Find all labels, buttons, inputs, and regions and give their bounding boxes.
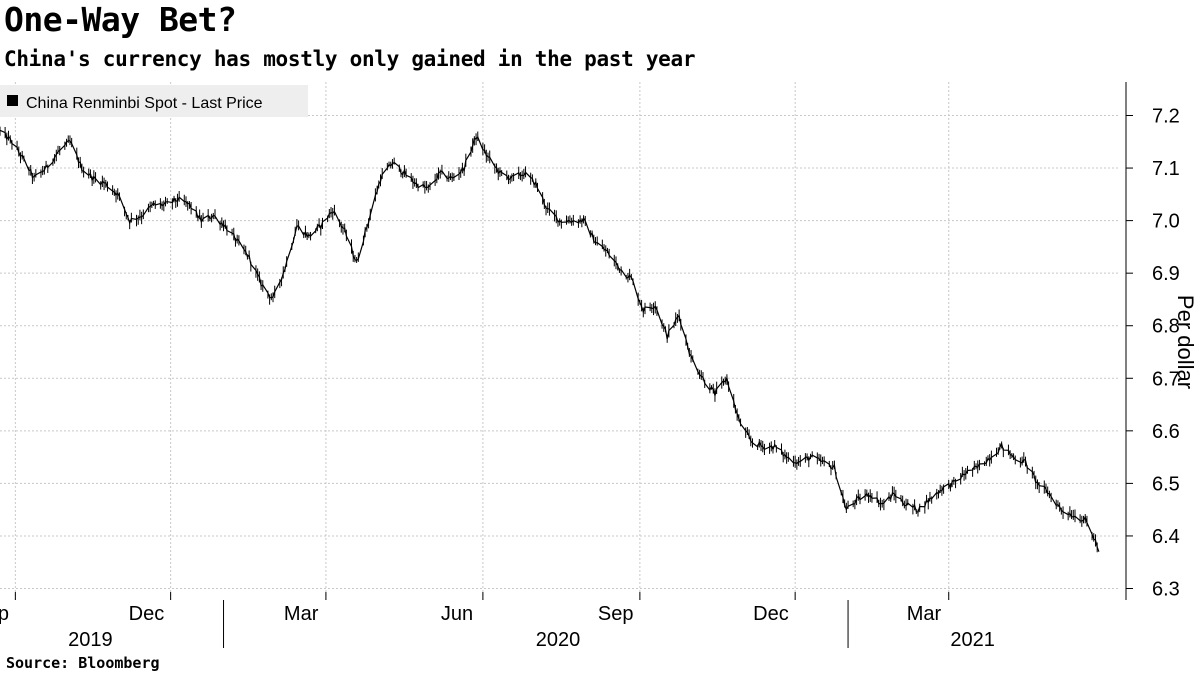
y-tick-label: 7.0 xyxy=(1152,211,1180,233)
legend-background xyxy=(0,85,308,117)
y-tick-label: 6.3 xyxy=(1152,579,1180,601)
y-axis-label: Per dollar xyxy=(1173,295,1198,389)
chart-source: Source: Bloomberg xyxy=(6,654,160,672)
chart-subtitle: China's currency has mostly only gained … xyxy=(4,47,696,71)
x-tick-label: Mar xyxy=(907,603,942,625)
year-label: 2020 xyxy=(536,629,581,651)
y-tick-label: 6.4 xyxy=(1152,526,1180,548)
x-tick-label: Mar xyxy=(284,603,319,625)
y-tick-label: 6.8 xyxy=(1152,316,1180,338)
x-tick-label: Dec xyxy=(753,603,789,625)
y-tick-label: 7.2 xyxy=(1152,106,1180,128)
year-label: 2021 xyxy=(950,629,995,651)
x-tick-label: Sep xyxy=(0,603,9,625)
legend-label: China Renminbi Spot - Last Price xyxy=(26,95,263,112)
y-tick-label: 7.1 xyxy=(1152,158,1180,180)
y-tick-label: 6.5 xyxy=(1152,473,1180,495)
y-tick-label: 6.7 xyxy=(1152,368,1180,390)
x-tick-label: Dec xyxy=(129,603,165,625)
x-tick-label: Sep xyxy=(598,603,634,625)
chart-title: One-Way Bet? xyxy=(4,0,237,39)
axes: 6.3 6.4 6.5 6.6 6.7 6.8 6.9 7.0 7.1 7.2 Sep Dec Mar J… xyxy=(0,82,1180,651)
y-tick-label: 6.9 xyxy=(1152,263,1180,285)
x-tick-label: Jun xyxy=(441,603,473,625)
grid-lines xyxy=(0,82,1120,600)
y-tick-label: 6.6 xyxy=(1152,421,1180,443)
year-label: 2019 xyxy=(68,629,113,651)
legend: China Renminbi Spot - Last Price xyxy=(0,85,308,117)
price-line xyxy=(0,129,1100,552)
price-series xyxy=(0,126,1100,553)
legend-swatch xyxy=(7,95,18,106)
